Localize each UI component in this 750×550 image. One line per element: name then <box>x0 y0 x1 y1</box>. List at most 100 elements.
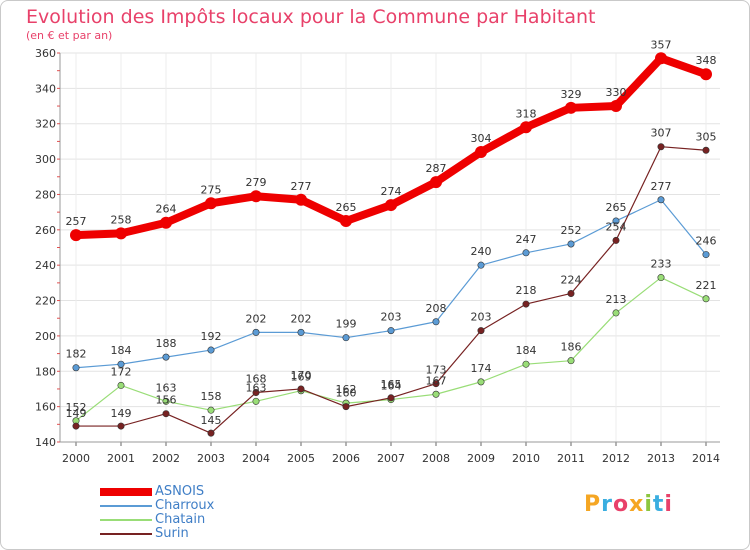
data-point <box>207 346 215 354</box>
data-point <box>207 429 215 437</box>
data-point <box>477 327 485 335</box>
data-label: 174 <box>471 362 492 375</box>
y-tick-label: 260 <box>35 224 56 237</box>
data-label: 348 <box>696 54 717 67</box>
data-point <box>520 121 532 134</box>
data-point <box>160 216 172 229</box>
x-tick-label: 2001 <box>107 452 135 465</box>
legend-label: Chatain <box>155 512 206 527</box>
data-point <box>475 146 487 159</box>
data-point <box>117 360 125 368</box>
data-label: 264 <box>156 203 177 216</box>
data-label: 172 <box>111 365 132 378</box>
data-point <box>297 385 305 393</box>
data-point <box>340 214 352 227</box>
x-tick-label: 2013 <box>647 452 675 465</box>
y-tick-label: 340 <box>35 82 56 95</box>
data-point <box>612 309 620 317</box>
data-label: 186 <box>561 341 582 354</box>
data-point <box>610 100 622 113</box>
proxiti-logo: Proxiti <box>584 492 673 517</box>
y-tick-label: 240 <box>35 259 56 272</box>
x-tick-label: 2014 <box>692 452 720 465</box>
data-label: 203 <box>381 311 402 324</box>
data-label: 304 <box>471 132 492 145</box>
data-label: 169 <box>291 371 312 384</box>
legend-label: Surin <box>155 526 189 541</box>
data-point <box>477 261 485 269</box>
data-point <box>565 101 577 114</box>
chart-subtitle: (en € et par an) <box>26 29 113 42</box>
data-label: 173 <box>426 364 447 377</box>
x-tick-label: 2012 <box>602 452 630 465</box>
logo-letter: x <box>629 492 645 517</box>
data-point <box>702 146 710 154</box>
data-label: 213 <box>606 293 627 306</box>
chart-title: Evolution des Impôts locaux pour la Comm… <box>26 6 596 28</box>
x-tick-label: 2007 <box>377 452 405 465</box>
data-label: 257 <box>66 215 87 228</box>
data-label: 188 <box>156 337 177 350</box>
data-point <box>205 197 217 210</box>
data-label: 233 <box>651 258 672 271</box>
data-label: 265 <box>606 201 627 214</box>
data-point <box>477 378 485 386</box>
y-tick-label: 220 <box>35 295 56 308</box>
data-label: 279 <box>246 176 267 189</box>
data-label: 275 <box>201 183 222 196</box>
data-label: 145 <box>201 414 222 427</box>
data-point <box>567 289 575 297</box>
data-label: 202 <box>291 312 312 325</box>
data-label: 274 <box>381 185 402 198</box>
data-label: 208 <box>426 302 447 315</box>
data-label: 164 <box>381 380 402 393</box>
logo-letter: r <box>601 492 613 517</box>
data-label: 149 <box>66 407 87 420</box>
data-point <box>702 295 710 303</box>
y-tick-label: 140 <box>35 436 56 449</box>
data-label: 152 <box>66 401 87 414</box>
data-label: 252 <box>561 224 582 237</box>
x-tick-label: 2004 <box>242 452 270 465</box>
data-point <box>567 357 575 365</box>
data-point <box>657 274 665 282</box>
data-point <box>72 422 80 430</box>
data-label: 329 <box>561 88 582 101</box>
logo-letter: i <box>644 492 653 517</box>
data-point <box>385 199 397 212</box>
data-label: 258 <box>111 213 132 226</box>
data-point <box>252 388 260 396</box>
data-point <box>252 397 260 405</box>
data-label: 277 <box>651 180 672 193</box>
data-point <box>612 236 620 244</box>
y-tick-label: 200 <box>35 330 56 343</box>
data-label: 330 <box>606 86 627 99</box>
data-label: 158 <box>201 390 222 403</box>
data-point <box>115 227 127 240</box>
legend-swatch <box>100 519 152 521</box>
data-point <box>612 217 620 225</box>
data-point <box>657 196 665 204</box>
data-point <box>117 381 125 389</box>
legend-swatch <box>100 505 152 507</box>
data-label: 254 <box>606 220 627 233</box>
data-point <box>432 380 440 388</box>
y-tick-label: 360 <box>35 47 56 60</box>
data-label: 156 <box>156 394 177 407</box>
data-point <box>72 364 80 372</box>
data-point <box>432 390 440 398</box>
data-point <box>655 52 667 65</box>
data-label: 163 <box>156 381 177 394</box>
data-label: 318 <box>516 107 537 120</box>
data-label: 192 <box>201 330 222 343</box>
data-label: 247 <box>516 233 537 246</box>
data-point <box>567 240 575 248</box>
x-tick-label: 2010 <box>512 452 540 465</box>
y-tick-label: 180 <box>35 365 56 378</box>
logo-letter: i <box>664 492 673 517</box>
data-label: 246 <box>696 235 717 248</box>
data-point <box>702 251 710 259</box>
data-point <box>342 334 350 342</box>
data-label: 182 <box>66 348 87 361</box>
